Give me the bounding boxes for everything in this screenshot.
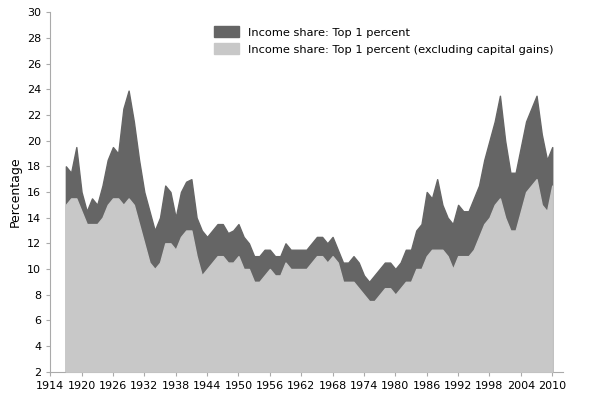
Y-axis label: Percentage: Percentage [8, 157, 22, 227]
Legend: Income share: Top 1 percent, Income share: Top 1 percent (excluding capital gain: Income share: Top 1 percent, Income shar… [209, 22, 559, 59]
